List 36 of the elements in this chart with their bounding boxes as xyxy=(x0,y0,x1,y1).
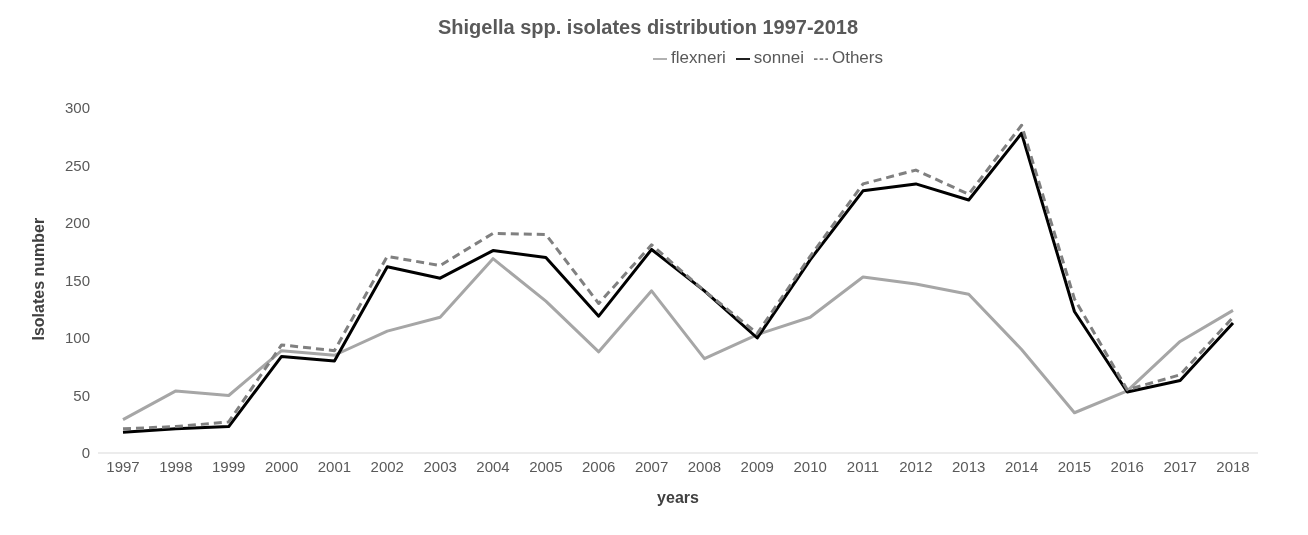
y-tick-label: 250 xyxy=(64,156,90,174)
y-tick-label: 200 xyxy=(64,214,90,232)
legend-label: Others xyxy=(831,48,883,67)
x-tick-label: 2003 xyxy=(423,457,457,475)
x-tick-label: 2018 xyxy=(1216,457,1250,475)
line-series xyxy=(121,257,1235,422)
y-tick-label: 150 xyxy=(64,271,90,289)
legend-label: sonnei xyxy=(753,48,804,67)
x-tick-label: 2002 xyxy=(370,457,404,475)
x-tick-label: 2017 xyxy=(1163,457,1197,475)
x-axis-title: years xyxy=(657,489,700,506)
x-tick-label: 2015 xyxy=(1057,457,1092,475)
x-tick-label: 1999 xyxy=(212,457,246,475)
x-tick-label: 2016 xyxy=(1110,457,1144,475)
y-tick-label: 0 xyxy=(81,444,90,462)
x-tick-label: 2000 xyxy=(264,457,299,475)
x-tick-label: 2004 xyxy=(476,457,510,475)
legend-label: flexneri xyxy=(671,48,726,67)
x-tick-label: 2014 xyxy=(1004,457,1039,475)
x-tick-label: 2013 xyxy=(952,457,986,475)
x-tick-label: 2007 xyxy=(634,457,669,475)
x-tick-label: 2006 xyxy=(582,457,616,475)
x-tick-label: 2010 xyxy=(793,457,827,475)
x-tick-label: 1998 xyxy=(159,457,193,475)
y-tick-label: 100 xyxy=(64,329,90,347)
x-tick-label: 2012 xyxy=(899,457,933,475)
x-tick-label: 1997 xyxy=(106,457,140,475)
y-tick-label: 300 xyxy=(64,99,90,117)
x-tick-label: 2009 xyxy=(740,457,774,475)
y-axis-title: Isolates number xyxy=(29,217,47,341)
chart-title: Shigella spp. isolates distribution 1997-2018 xyxy=(436,15,860,40)
y-tick-label: 50 xyxy=(73,386,90,404)
x-tick-label: 2011 xyxy=(846,457,880,475)
x-tick-label: 2008 xyxy=(687,457,722,475)
x-tick-label: 2005 xyxy=(529,457,563,475)
x-tick-label: 2001 xyxy=(317,457,352,475)
